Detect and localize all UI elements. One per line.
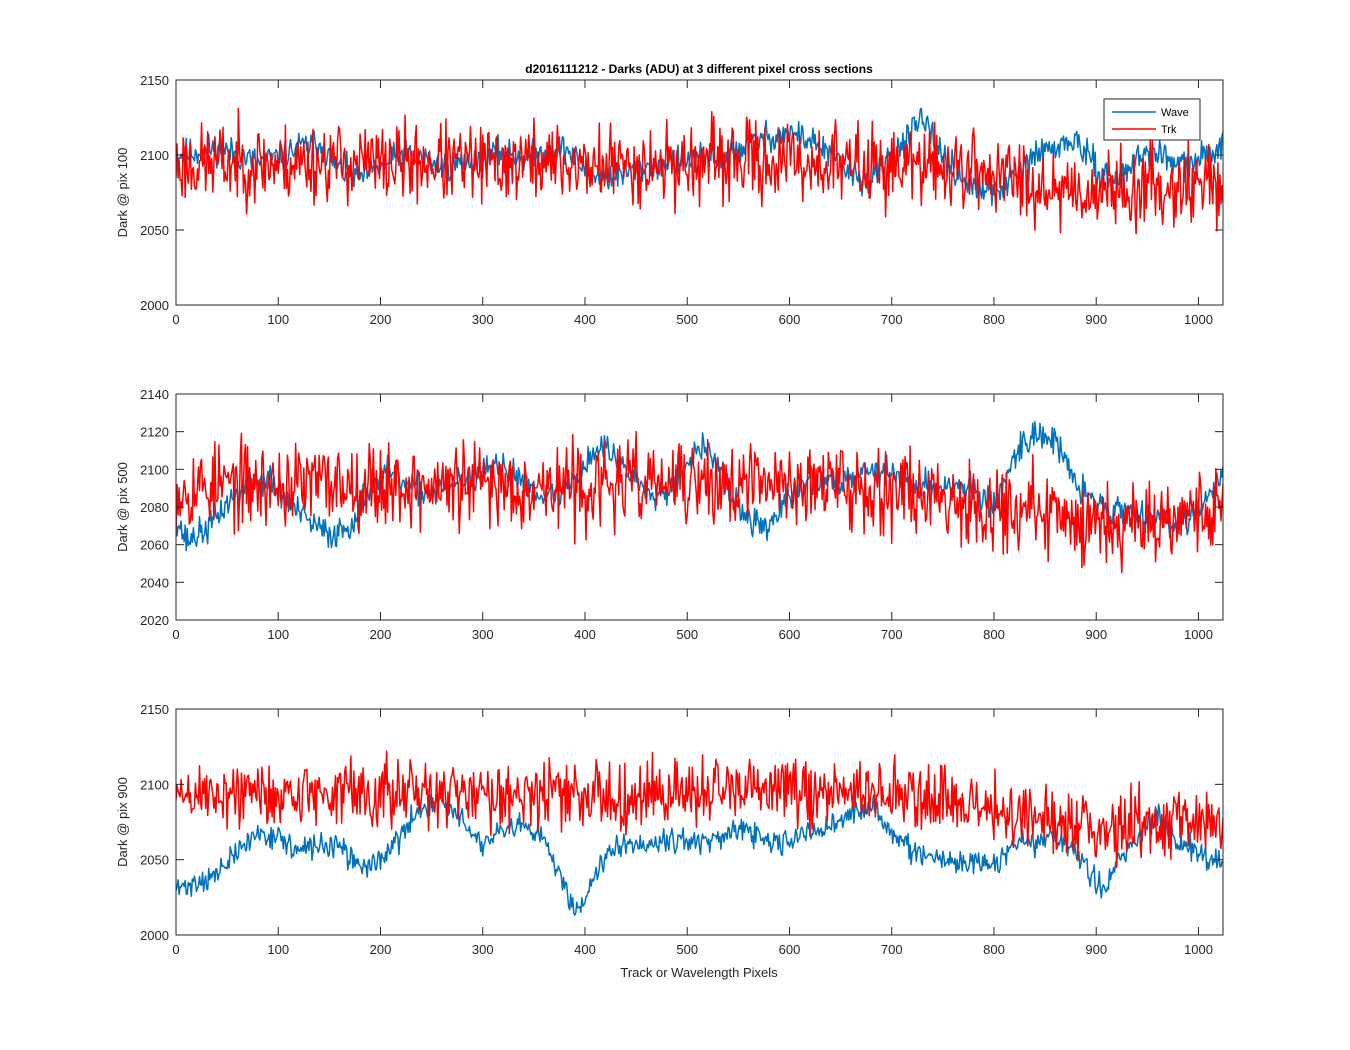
- legend-box: [1103, 98, 1201, 141]
- x-tick-label: 800: [983, 627, 1005, 642]
- x-tick-label: 1000: [1184, 942, 1213, 957]
- y-tick-label: 2000: [140, 928, 169, 943]
- y-tick-label: 2150: [140, 73, 169, 88]
- y-tick-label: 2140: [140, 387, 169, 402]
- y-tick-label: 2080: [140, 500, 169, 515]
- x-tick-label: 900: [1085, 312, 1107, 327]
- figure-title: d2016111212 - Darks (ADU) at 3 different…: [525, 62, 873, 76]
- x-tick-label: 500: [676, 627, 698, 642]
- x-tick-label: 700: [881, 312, 903, 327]
- x-tick-label: 300: [472, 627, 494, 642]
- panel-dark-pix-900: 0 100 200 300 400 500 600 700 800 900 1000 2000 2050…: [115, 702, 1224, 957]
- panel-dark-pix-100: 0 100 200 300 400 500 600 700 800 900 1000 2000 2050…: [115, 73, 1224, 327]
- x-tick-label: 1000: [1184, 312, 1213, 327]
- panel-dark-pix-500: 0 100 200 300 400 500 600 700 800 900 1000 2020 2040…: [115, 387, 1224, 642]
- x-tick-label: 0: [172, 312, 179, 327]
- series-wave-line: [176, 792, 1223, 916]
- series-wave-line: [176, 420, 1223, 552]
- y-tick-label: 2050: [140, 223, 169, 238]
- y-tick-label: 2100: [140, 777, 169, 792]
- y-axis-label: Dark @ pix 100: [115, 148, 130, 238]
- x-tick-label: 600: [779, 312, 801, 327]
- y-tick-label: 2120: [140, 425, 169, 440]
- axes-box: [175, 79, 1224, 306]
- x-tick-label: 0: [172, 627, 179, 642]
- y-tick-label: 2100: [140, 462, 169, 477]
- plot-area: [176, 394, 1223, 620]
- y-tick-label: 2020: [140, 613, 169, 628]
- y-tick-label: 2100: [140, 148, 169, 163]
- y-axis-label: Dark @ pix 900: [115, 777, 130, 867]
- x-tick-label: 400: [574, 942, 596, 957]
- y-tick-label: 2060: [140, 538, 169, 553]
- x-tick-label: 1000: [1184, 627, 1213, 642]
- x-tick-label: 100: [267, 627, 289, 642]
- x-tick-label: 200: [370, 627, 392, 642]
- legend-entry-wave: Wave: [1161, 107, 1189, 119]
- y-tick-label: 2150: [140, 702, 169, 717]
- x-tick-label: 300: [472, 942, 494, 957]
- x-tick-label: 800: [983, 312, 1005, 327]
- series-trk-line: [176, 107, 1223, 235]
- x-tick-label: 800: [983, 942, 1005, 957]
- y-axis-label: Dark @ pix 500: [115, 462, 130, 552]
- x-tick-label: 0: [172, 942, 179, 957]
- x-tick-label: 300: [472, 312, 494, 327]
- x-tick-label: 500: [676, 942, 698, 957]
- x-tick-label: 400: [574, 312, 596, 327]
- x-tick-label: 700: [881, 627, 903, 642]
- y-tick-label: 2000: [140, 298, 169, 313]
- x-tick-label: 200: [370, 942, 392, 957]
- y-tick-label: 2040: [140, 575, 169, 590]
- x-tick-label: 700: [881, 942, 903, 957]
- legend-entry-trk: Trk: [1161, 124, 1177, 136]
- y-tick-label: 2050: [140, 853, 169, 868]
- series-trk-line: [176, 750, 1223, 869]
- x-tick-label: 100: [267, 312, 289, 327]
- axes-box: [175, 708, 1224, 936]
- x-tick-label: 200: [370, 312, 392, 327]
- x-tick-label: 600: [779, 942, 801, 957]
- series-trk-line: [176, 430, 1223, 574]
- x-tick-label: 900: [1085, 942, 1107, 957]
- x-tick-label: 400: [574, 627, 596, 642]
- x-axis-label: Track or Wavelength Pixels: [620, 965, 778, 980]
- x-tick-label: 900: [1085, 627, 1107, 642]
- x-tick-label: 600: [779, 627, 801, 642]
- x-tick-label: 500: [676, 312, 698, 327]
- x-tick-label: 100: [267, 942, 289, 957]
